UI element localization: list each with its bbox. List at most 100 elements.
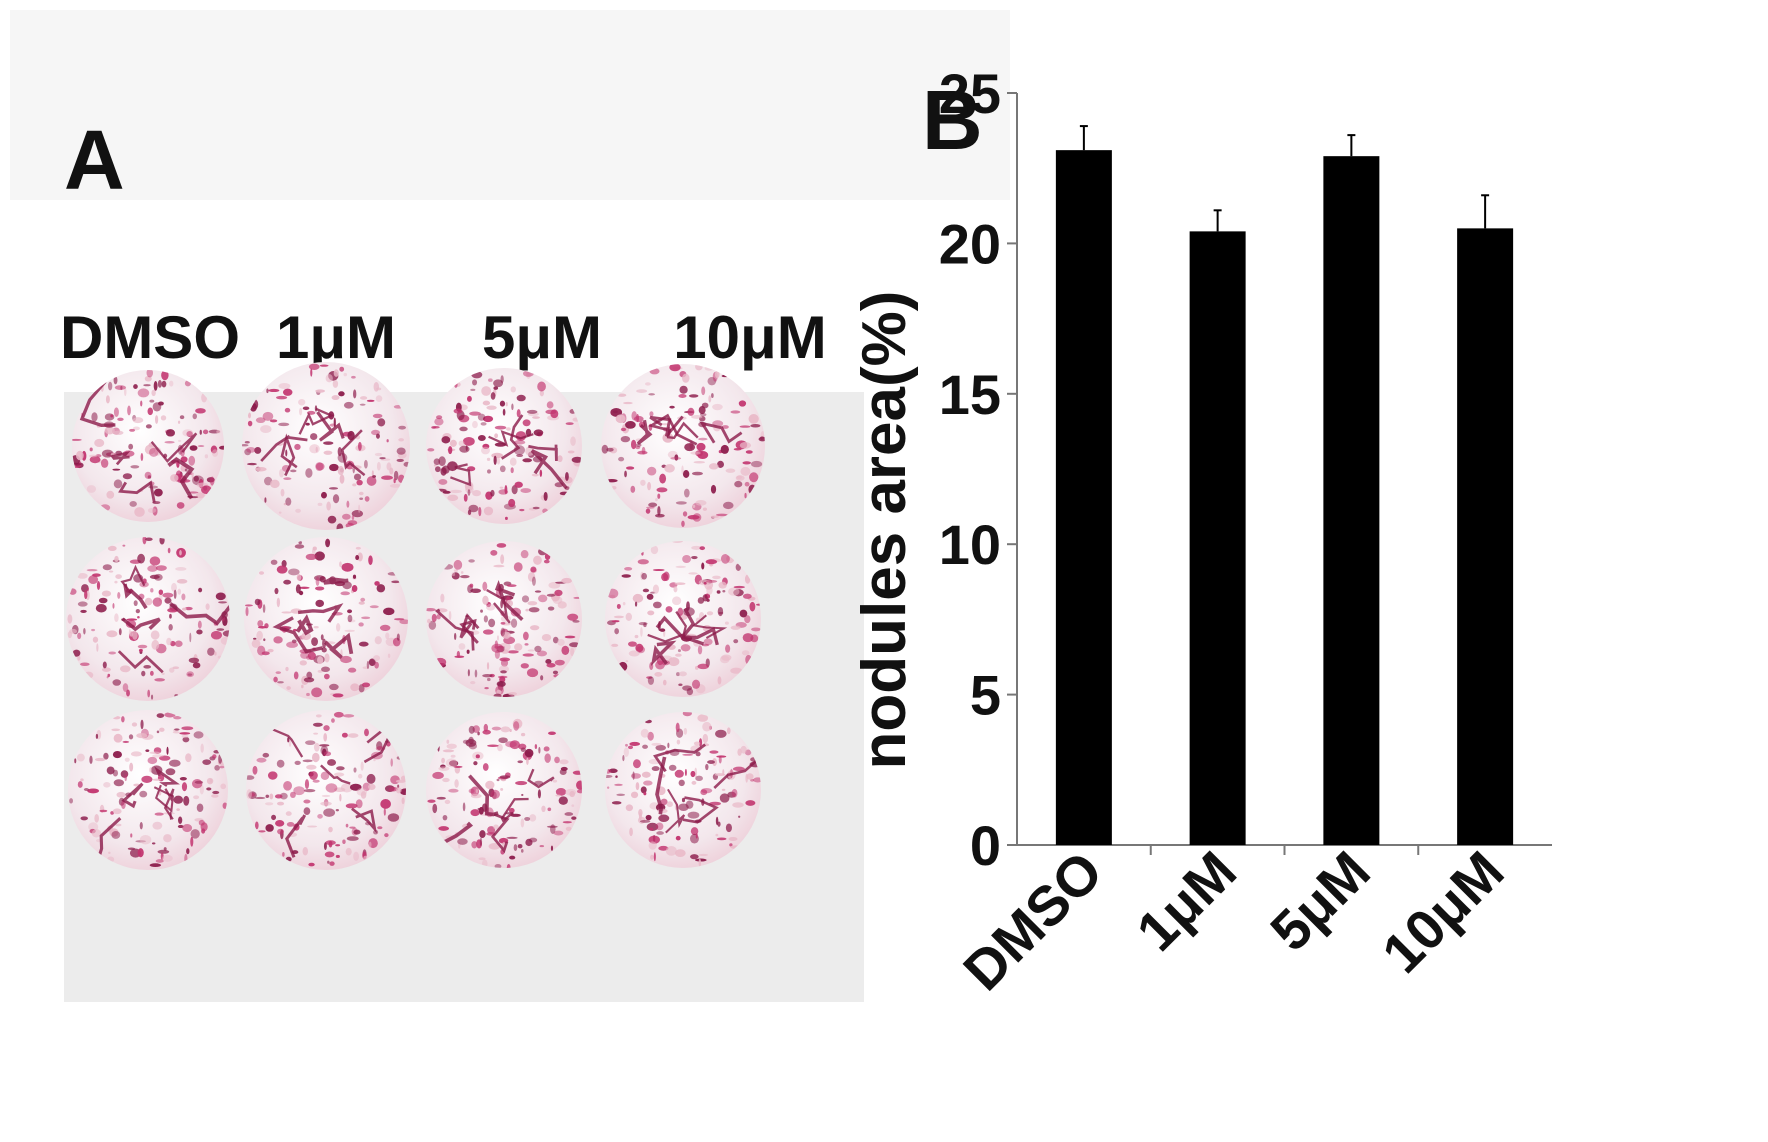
stain-spot [324, 851, 335, 858]
stain-spot [643, 780, 653, 786]
stain-spot [721, 788, 726, 791]
stain-spot [742, 633, 754, 643]
stain-spot [187, 673, 193, 676]
stain-spot [145, 537, 153, 542]
stain-spot [744, 615, 751, 624]
stain-spot [557, 455, 563, 463]
stain-spot [94, 438, 105, 448]
stain-spot [701, 402, 709, 409]
stain-spot [139, 835, 152, 845]
stain-spot [341, 732, 348, 738]
stain-spot [507, 650, 519, 654]
stain-spot [517, 760, 523, 764]
y-tick-label: 5 [970, 664, 1001, 727]
stain-spot [209, 778, 213, 783]
stain-spot [67, 614, 73, 624]
stain-spot [677, 649, 681, 653]
stain-spot [176, 502, 185, 509]
stain-spot [527, 601, 538, 606]
stain-spot [380, 799, 391, 809]
stain-spot [206, 787, 212, 791]
stain-streak [150, 432, 198, 463]
stain-spot [618, 456, 625, 462]
stain-spot [459, 445, 470, 453]
stain-spot [356, 788, 368, 796]
stain-spot [456, 650, 460, 658]
stain-spot [292, 628, 297, 632]
stain-spot [454, 632, 457, 641]
stain-spot [357, 552, 363, 562]
stain-spot [112, 679, 122, 686]
stain-spot [302, 759, 313, 763]
stain-spot [128, 443, 134, 450]
stain-spot [659, 473, 667, 484]
stain-spot [124, 387, 127, 397]
stain-spot [690, 415, 703, 419]
stain-spot [755, 603, 761, 606]
stain-spot [482, 595, 489, 605]
stain-spot [746, 773, 754, 780]
stain-spot [678, 779, 685, 787]
stain-spot [534, 590, 542, 593]
stain-spot [553, 830, 564, 836]
stain-spot [664, 464, 675, 473]
stain-streak [682, 796, 719, 824]
stain-spot [264, 497, 267, 503]
stain-spot [135, 609, 141, 614]
stain-spot [709, 750, 719, 754]
stain-spot [668, 764, 677, 771]
stain-spot [490, 789, 500, 799]
stain-spot [675, 722, 680, 733]
stain-spot [376, 584, 386, 593]
stain-spot [182, 429, 194, 437]
well-stain-pattern [605, 712, 761, 867]
stain-spot [438, 456, 446, 467]
stain-spot [470, 680, 476, 685]
stain-spot [505, 741, 517, 748]
stain-spot [222, 630, 230, 637]
stain-spot [398, 438, 404, 442]
stain-spot [319, 364, 329, 367]
stain-streak [691, 614, 728, 639]
stain-spot [328, 840, 333, 848]
stain-streak [494, 580, 524, 622]
stain-spot [321, 794, 331, 798]
stain-spot [246, 447, 256, 453]
stain-spot [270, 479, 280, 489]
stain-spot [275, 820, 285, 827]
stain-spot [445, 758, 458, 768]
stain-spot [164, 440, 175, 444]
stain-spot [488, 378, 493, 382]
stain-spot [605, 478, 618, 483]
stain-spot [701, 562, 705, 570]
stain-spot [196, 629, 203, 635]
stain-spot [739, 442, 752, 449]
stain-spot [681, 465, 684, 475]
stain-spot [94, 814, 99, 823]
stain-streak [527, 768, 555, 789]
stain-spot [320, 634, 324, 641]
stain-spot [379, 457, 386, 460]
stain-spot [385, 632, 390, 640]
bar [1457, 228, 1514, 846]
stain-spot [715, 729, 727, 738]
stain-spot [122, 473, 133, 480]
stain-spot [96, 643, 99, 652]
stain-spot [276, 597, 281, 608]
stain-spot [505, 427, 511, 431]
stain-spot [146, 370, 154, 378]
stain-spot [544, 753, 551, 763]
stain-spot [305, 468, 313, 478]
stain-spot [702, 507, 707, 511]
stain-spot [649, 827, 654, 831]
stain-spot [366, 660, 370, 670]
stain-spot [453, 765, 463, 768]
stain-spot [632, 593, 644, 603]
stain-spot [175, 567, 187, 571]
stain-spot [615, 414, 626, 424]
stain-spot [698, 858, 702, 867]
stain-spot [150, 694, 154, 700]
stain-spot [155, 565, 167, 571]
stain-spot [275, 395, 288, 400]
stain-spot [649, 368, 660, 375]
